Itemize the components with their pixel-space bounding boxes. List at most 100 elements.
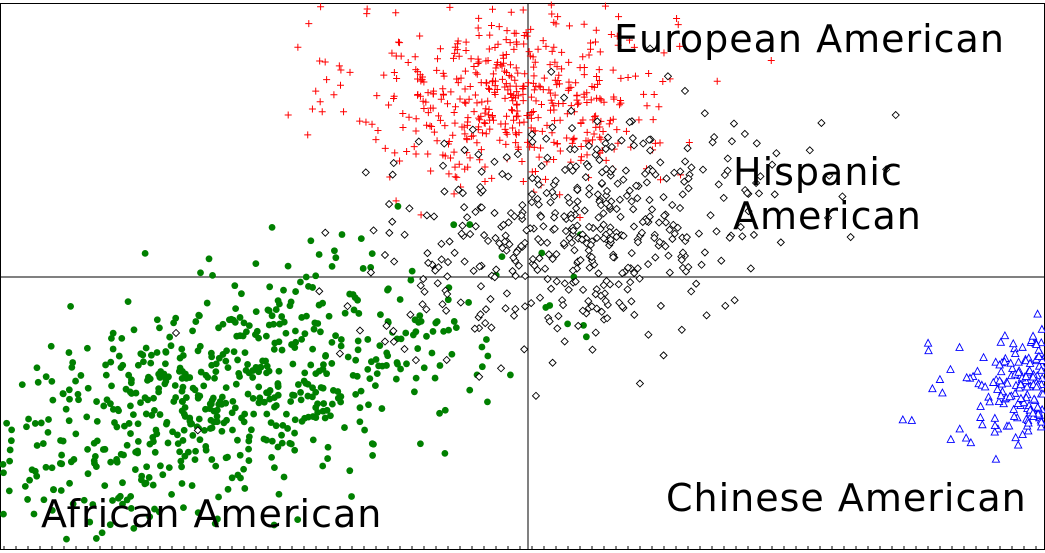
hispanic-point (481, 305, 491, 314)
hispanic-point (576, 255, 585, 265)
european-point (420, 104, 428, 112)
african-point (180, 504, 187, 512)
african-point (212, 462, 220, 470)
hispanic-point (542, 134, 551, 143)
chinese-point (924, 345, 933, 355)
african-point (33, 472, 41, 480)
african-point (63, 535, 70, 543)
african-point (275, 367, 283, 375)
african-point (222, 454, 230, 462)
european-point (538, 127, 546, 135)
european-point (507, 90, 515, 98)
african-point (291, 416, 299, 424)
african-point (6, 446, 14, 454)
african-point (215, 354, 223, 362)
hispanic-point (388, 170, 397, 179)
european-point (519, 177, 527, 185)
european-point (411, 53, 419, 61)
african-point (163, 418, 171, 426)
european-point (412, 150, 420, 158)
hispanic-point (625, 186, 634, 195)
european-point (450, 148, 458, 156)
hispanic-point (684, 174, 693, 183)
hispanic-point (698, 165, 708, 174)
african-point (286, 439, 294, 447)
hispanic-point (599, 209, 608, 218)
hispanic-point (744, 206, 753, 216)
european-point (416, 32, 424, 40)
african-point (181, 452, 189, 460)
european-point (451, 43, 459, 51)
african-point (352, 390, 360, 398)
hispanic-point (443, 257, 453, 267)
african-point (384, 352, 392, 360)
african-point (39, 440, 47, 447)
african-point (236, 451, 244, 459)
african-point (402, 329, 410, 337)
african-point (115, 407, 122, 415)
african-point (192, 447, 199, 455)
african-point (119, 479, 126, 487)
hispanic-point (725, 233, 734, 242)
european-point (422, 98, 430, 106)
european-point (551, 58, 559, 66)
hispanic-point (514, 261, 523, 270)
hispanic-point (740, 129, 750, 139)
african-point (103, 396, 111, 404)
chinese-point (1004, 421, 1014, 430)
hispanic-point (568, 266, 578, 275)
european-point (530, 63, 538, 71)
european-point (294, 43, 302, 51)
african-point (111, 419, 118, 426)
african-point (118, 335, 126, 342)
african-point (172, 394, 180, 401)
hispanic-point (388, 217, 397, 226)
african-point (270, 521, 278, 529)
hispanic-point (535, 293, 545, 302)
hispanic-point (548, 358, 557, 367)
african-point (115, 352, 123, 360)
african-point (241, 349, 249, 357)
european-point (374, 126, 382, 134)
european-point (649, 116, 657, 124)
european-point (590, 113, 598, 121)
hispanic-point (673, 223, 682, 232)
african-point (465, 299, 472, 306)
european-point (501, 125, 509, 133)
african-point (48, 377, 56, 385)
african-point (34, 378, 42, 386)
hispanic-point (629, 141, 639, 150)
african-point (319, 384, 327, 392)
african-point (367, 263, 375, 271)
european-point (527, 93, 535, 101)
european-point (436, 116, 444, 124)
hispanic-point (542, 238, 552, 247)
hispanic-point (561, 226, 571, 236)
african-point (328, 339, 336, 346)
european-point (518, 158, 526, 166)
european-point (536, 83, 544, 91)
african-point (291, 429, 298, 437)
african-point (178, 345, 186, 353)
european-point (713, 77, 721, 85)
hispanic-point (479, 230, 489, 240)
european-point (457, 74, 465, 82)
european-point (405, 113, 413, 121)
european-point (580, 20, 588, 28)
african-point (107, 358, 115, 366)
hispanic-point (564, 285, 573, 294)
african-point (165, 464, 173, 471)
hispanic-point (729, 119, 739, 128)
european-point (580, 71, 588, 79)
european-point (475, 58, 483, 66)
series-chinese (898, 309, 1045, 463)
european-point (539, 37, 547, 45)
african-point (250, 410, 258, 418)
hispanic-point (554, 311, 563, 321)
hispanic-point (504, 172, 513, 181)
hispanic-point (511, 271, 520, 280)
chinese-point (962, 372, 972, 382)
european-point (482, 79, 490, 87)
african-point (291, 327, 299, 335)
african-point (179, 383, 187, 391)
